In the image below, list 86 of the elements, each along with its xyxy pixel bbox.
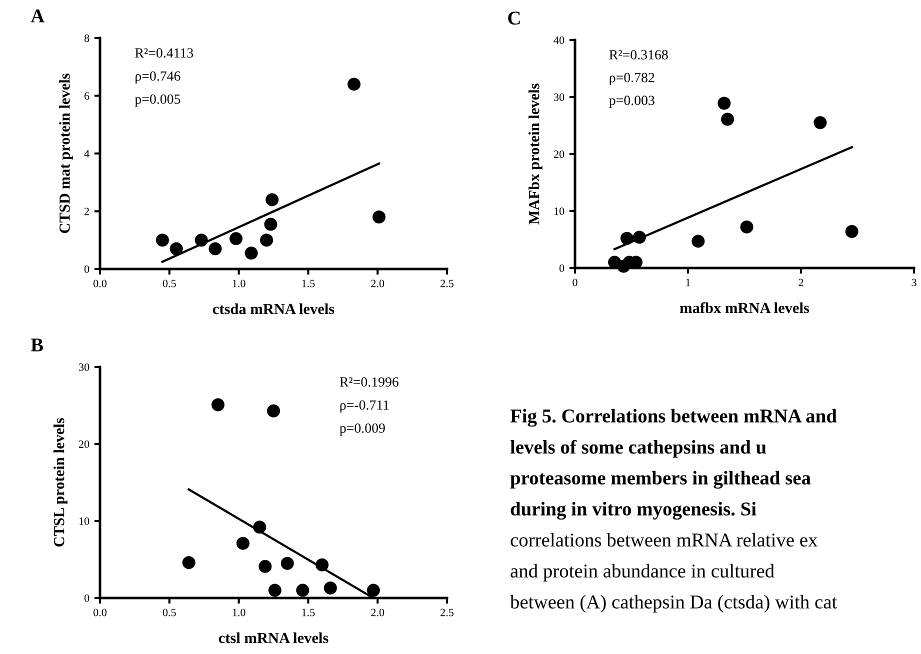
point — [264, 218, 278, 231]
point — [692, 234, 705, 248]
annotation: p=0.005 — [134, 94, 180, 107]
point — [740, 220, 754, 234]
annotation: p=0.009 — [340, 423, 385, 436]
x-tick-label: 2.5 — [440, 280, 454, 288]
x-tick-label: 1 — [686, 278, 690, 286]
point — [230, 232, 243, 246]
y-tick-label: 2 — [84, 208, 89, 216]
text: levels of some cathepsins and u — [510, 440, 766, 458]
x-tick-label: 1.5 — [302, 608, 315, 616]
annotation: R²=0.1996 — [340, 377, 398, 387]
x-tick-label: 2.0 — [371, 608, 384, 616]
x-axis-title: ctsda mRNA levels — [212, 303, 334, 314]
annotation: ρ=-0.711 — [340, 400, 389, 413]
x-tick-label: 1.0 — [232, 280, 246, 288]
y-tick-label: 4 — [84, 150, 90, 158]
y-axis-title: MAFbx protein levels — [528, 84, 542, 224]
x-axis-title: mafbx mRNA levels — [680, 302, 810, 314]
annotation: R²=0.4113 — [135, 48, 194, 58]
point — [324, 581, 337, 594]
point — [316, 558, 329, 572]
x-tick-label: 0.5 — [162, 280, 176, 288]
chart-title: B — [30, 338, 44, 352]
point — [211, 398, 224, 412]
x-tick-label: 0.0 — [93, 280, 107, 288]
point — [258, 560, 272, 573]
point — [845, 225, 858, 238]
text: during in vitro myogenesis. Si — [510, 502, 756, 520]
y-tick-label: 30 — [554, 93, 564, 101]
y-axis-title: CTSL protein levels — [54, 418, 68, 547]
y-tick-label: 0 — [84, 594, 90, 602]
caption: Fig 5. Correlations between mRNA and — [510, 408, 837, 427]
x-tick-label: 2.5 — [440, 608, 454, 616]
y-tick-label: 8 — [84, 34, 90, 42]
point — [296, 584, 310, 597]
point — [620, 232, 634, 245]
x-tick-label: 0 — [572, 278, 578, 286]
point — [208, 242, 222, 256]
annotation: ρ=0.746 — [136, 71, 180, 84]
point — [280, 556, 294, 570]
text: between (A) cathepsin Da (ctsda) with cat — [510, 594, 838, 613]
x-tick-label: 1.0 — [232, 608, 246, 616]
y-tick-label: 0 — [559, 264, 564, 272]
annotation: R²=0.3168 — [609, 50, 668, 60]
text: correlations between mRNA relative ex — [510, 532, 818, 547]
y-tick-label: 20 — [554, 150, 564, 158]
point — [244, 246, 258, 260]
point — [236, 536, 250, 550]
point — [632, 230, 646, 244]
y-tick-label: 40 — [554, 36, 564, 44]
chart-title: C — [508, 12, 520, 25]
y-tick-label: 6 — [84, 92, 90, 100]
point — [170, 242, 183, 256]
x-tick-label: 2 — [798, 278, 804, 286]
point — [266, 404, 280, 418]
y-tick-label: 10 — [554, 207, 564, 215]
text: proteasome members in gilthead sea — [510, 470, 811, 489]
point — [366, 584, 380, 597]
point — [348, 78, 361, 91]
point — [372, 210, 386, 224]
text: and protein abundance in cultured — [510, 564, 774, 582]
point — [156, 234, 169, 247]
x-tick-label: 1.5 — [302, 280, 315, 288]
point — [814, 116, 827, 130]
x-tick-label: 0.0 — [93, 608, 107, 616]
x-tick-label: 2.0 — [371, 280, 384, 288]
y-tick-label: 0 — [84, 265, 90, 273]
point — [268, 584, 282, 597]
y-tick-label: 30 — [79, 363, 90, 371]
point — [194, 234, 208, 247]
point — [718, 96, 731, 110]
point — [266, 193, 279, 206]
point — [182, 556, 196, 570]
y-tick-label: 20 — [78, 440, 90, 448]
point — [260, 234, 274, 247]
y-axis-title: CTSD mat protein levels — [59, 74, 73, 234]
chart-title: A — [30, 9, 44, 22]
annotation: ρ=0.782 — [610, 72, 654, 86]
annotation: p=0.003 — [609, 96, 654, 108]
y-tick-label: 10 — [79, 517, 90, 525]
x-tick-label: 0.5 — [162, 608, 176, 616]
x-tick-label: 3 — [912, 278, 916, 286]
point — [253, 520, 266, 534]
point — [721, 112, 734, 126]
x-axis-title: ctsl mRNA levels — [218, 632, 328, 644]
